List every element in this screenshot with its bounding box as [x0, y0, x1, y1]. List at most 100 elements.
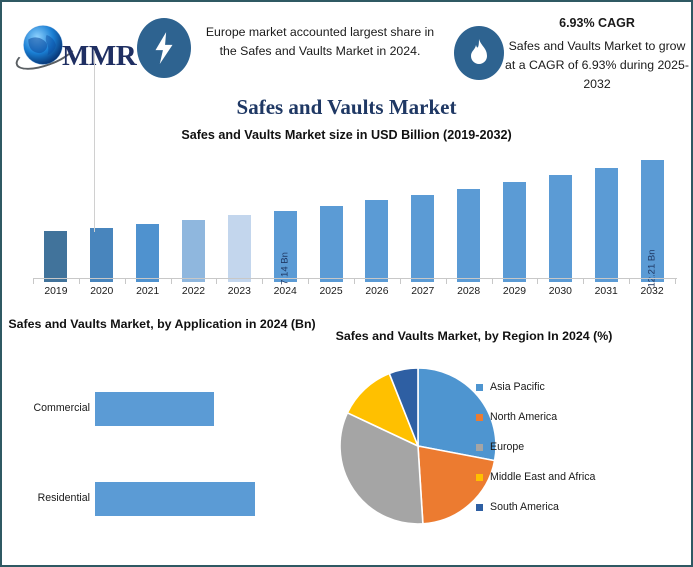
application-plot-area — [6, 362, 318, 552]
app-bar-label-commercial: Commercial — [33, 402, 90, 414]
x-axis-label-2020: 2020 — [90, 286, 114, 297]
x-axis-label-2022: 2022 — [181, 286, 206, 297]
bar-rect-2027 — [411, 195, 435, 282]
legend-swatch-icon — [476, 473, 483, 481]
x-axis-label-2021: 2021 — [136, 286, 160, 297]
bar-rect-2032: 12.21 Bn — [640, 160, 664, 288]
x-axis-label-2019: 2019 — [44, 286, 68, 297]
legend-label: Europe — [490, 441, 525, 453]
bar-2025 — [319, 150, 343, 282]
bar-2027 — [411, 150, 435, 282]
flame-icon — [454, 26, 504, 80]
legend-label: North America — [490, 411, 558, 423]
application-bar-chart: Safes and Vaults Market, by Application … — [6, 314, 326, 564]
x-tick — [354, 279, 355, 284]
bar-value-label-2024: 7.14 Bn — [279, 252, 291, 285]
x-axis-label-2026: 2026 — [365, 286, 389, 297]
bar-rect-2029 — [503, 182, 526, 282]
bar-rect-2031 — [594, 168, 618, 282]
header-note-right: 6.93% CAGR Safes and Vaults Market to gr… — [502, 14, 691, 94]
application-chart-y-axis — [94, 52, 95, 232]
bar-rect-2030 — [548, 175, 572, 282]
bar-2024: 7.14 Bn — [273, 150, 297, 285]
globe-orbit-icon — [23, 25, 63, 65]
x-axis-label-2030: 2030 — [548, 286, 572, 297]
legend-label: South America — [490, 501, 559, 513]
pie-slice-north-america — [417, 445, 496, 525]
bar-2026 — [365, 150, 389, 282]
legend-swatch-icon — [476, 413, 483, 421]
app-bar-residential — [95, 482, 255, 516]
bar-2032: 12.21 Bn — [640, 150, 664, 288]
region-chart-title: Safes and Vaults Market, by Region In 20… — [335, 329, 613, 343]
legend-label: Asia Pacific — [490, 381, 545, 393]
bar-chart-plot-area: 7.14 Bn 12.21 Bn — [33, 150, 675, 288]
x-tick — [491, 279, 493, 284]
app-bar-label-residential: Residential — [37, 492, 90, 504]
x-tick — [629, 279, 631, 284]
x-tick — [78, 279, 80, 284]
cagr-description: Safes and Vaults Market to grow at a CAG… — [505, 39, 689, 91]
bar-2031 — [594, 150, 618, 282]
bar-rect-2020 — [90, 228, 114, 282]
header-note-left: Europe market accounted largest share in… — [205, 25, 435, 58]
logo-wordmark: MMR — [62, 40, 137, 72]
x-axis-label-2027: 2027 — [411, 286, 435, 297]
legend-item-europe: Europe — [476, 432, 686, 462]
x-tick — [445, 279, 447, 284]
x-axis-label-2028: 2028 — [457, 286, 481, 297]
bar-2029 — [503, 150, 526, 282]
x-tick — [124, 279, 126, 284]
legend-item-middle-east-and-africa: Middle East and Africa — [476, 462, 686, 492]
pie-svg — [339, 367, 497, 525]
legend-swatch-icon — [476, 383, 483, 391]
legend-label: Middle East and Africa — [490, 471, 596, 483]
x-tick — [308, 279, 310, 284]
lightning-bolt-glyph — [155, 32, 173, 64]
bar-rect-2019 — [44, 231, 68, 282]
x-tick — [33, 279, 34, 284]
bar-rect-2022 — [182, 220, 205, 282]
bar-2020 — [90, 150, 114, 282]
x-tick — [170, 279, 172, 284]
bar-2019 — [44, 150, 68, 282]
legend-item-asia-pacific: Asia Pacific — [476, 372, 686, 402]
header-banner: MMR Europe market accounted largest shar… — [2, 2, 691, 97]
bar-2028 — [457, 150, 481, 282]
bar-rect-2025 — [319, 206, 343, 282]
app-bar-commercial — [95, 392, 214, 426]
page-title: Safes and Vaults Market — [236, 95, 457, 119]
x-tick — [583, 279, 585, 284]
bar-rect-2023 — [227, 215, 251, 282]
legend-item-north-america: North America — [476, 402, 686, 432]
x-tick — [216, 279, 218, 284]
pie-slice-asia-pacific — [417, 367, 497, 462]
bar-rect-2026 — [365, 200, 389, 282]
market-size-bar-chart: Safes and Vaults Market size in USD Bill… — [2, 128, 691, 308]
region-pie-chart: Safes and Vaults Market, by Region In 20… — [328, 314, 691, 564]
pie-legend: Asia Pacific North America Europe Middle Ea… — [476, 372, 686, 522]
x-tick — [537, 279, 539, 284]
legend-swatch-icon — [476, 443, 483, 451]
pie-slice-europe — [339, 411, 424, 525]
cagr-value: 6.93% CAGR — [559, 16, 635, 30]
x-tick — [399, 279, 401, 284]
flame-glyph — [471, 39, 487, 64]
bar-value-label-2032: 12.21 Bn — [646, 249, 658, 288]
bar-chart-x-axis — [33, 278, 677, 279]
lightning-bolt-icon — [137, 18, 191, 78]
bar-rect-2021 — [136, 224, 160, 282]
legend-swatch-icon — [476, 503, 483, 511]
bar-rect-2024: 7.14 Bn — [273, 211, 297, 285]
bar-rect-2028 — [457, 189, 481, 282]
pie-slice-south-america — [388, 367, 419, 447]
x-tick — [262, 279, 264, 284]
application-chart-title: Safes and Vaults Market, by Application … — [8, 317, 316, 331]
x-axis-label-2032: 2032 — [640, 286, 664, 297]
x-axis-label-2025: 2025 — [319, 286, 343, 297]
bar-2022 — [182, 150, 205, 282]
pie-plot-area — [338, 366, 498, 526]
x-axis-label-2029: 2029 — [502, 286, 527, 297]
mmr-logo: MMR — [11, 16, 137, 78]
